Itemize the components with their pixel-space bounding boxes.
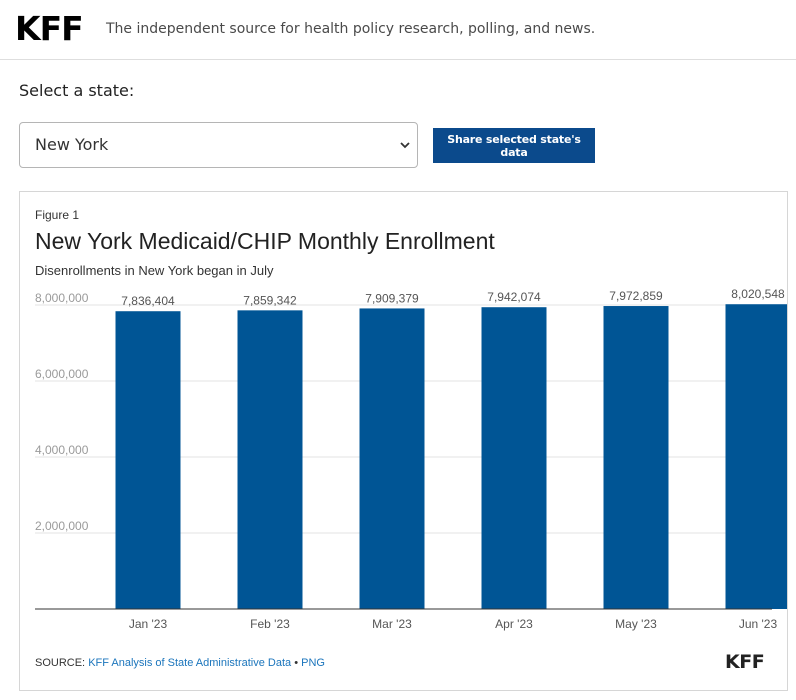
chevron-down-icon (400, 142, 410, 149)
figure-card: Figure 1 New York Medicaid/CHIP Monthly … (19, 191, 788, 691)
bar (359, 308, 425, 609)
png-download-link[interactable]: PNG (301, 657, 325, 669)
share-state-data-button[interactable]: Share selected state's data (433, 128, 595, 163)
source-prefix: SOURCE: (35, 657, 89, 669)
figure-number: Figure 1 (35, 208, 80, 222)
data-label: 7,909,379 (365, 291, 419, 305)
chart-subtitle: Disenrollments in New York began in July (35, 263, 274, 278)
bar (603, 306, 669, 609)
x-tick-label: Feb '23 (250, 617, 290, 631)
y-tick-label: 2,000,000 (35, 519, 89, 533)
x-tick-label: Apr '23 (495, 617, 533, 631)
bar (725, 304, 787, 609)
bar (237, 310, 303, 609)
enrollment-bar-chart: 2,000,000 4,000,000 6,000,000 8,000,000 7,83… (35, 287, 787, 631)
data-label: 7,972,859 (609, 289, 663, 303)
kff-logo[interactable]: KFF (15, 9, 84, 48)
site-tagline: The independent source for health policy… (106, 21, 596, 37)
state-select-value: New York (35, 135, 109, 154)
x-tick-label: Jan '23 (129, 617, 168, 631)
x-tick-label: May '23 (615, 617, 657, 631)
bar (481, 307, 547, 609)
source-link[interactable]: KFF Analysis of State Administrative Dat… (88, 657, 292, 669)
site-header: KFF The independent source for health po… (0, 0, 796, 60)
x-tick-label: Mar '23 (372, 617, 412, 631)
figure-kff-logo: KFF (725, 651, 765, 673)
x-tick-label: Jun '23 (739, 617, 778, 631)
y-tick-label: 4,000,000 (35, 443, 89, 457)
source-line: SOURCE: KFF Analysis of State Administra… (35, 657, 325, 669)
select-state-label: Select a state: (19, 81, 135, 100)
chart-title: New York Medicaid/CHIP Monthly Enrollmen… (35, 228, 495, 254)
data-label: 8,020,548 (731, 287, 785, 301)
data-label: 7,942,074 (487, 290, 541, 304)
state-select[interactable]: New York (19, 122, 418, 168)
y-tick-label: 6,000,000 (35, 367, 89, 381)
data-label: 7,859,342 (243, 293, 297, 307)
bar (115, 311, 181, 609)
data-label: 7,836,404 (121, 294, 175, 308)
source-separator: • (291, 657, 302, 669)
y-tick-label: 8,000,000 (35, 291, 89, 305)
